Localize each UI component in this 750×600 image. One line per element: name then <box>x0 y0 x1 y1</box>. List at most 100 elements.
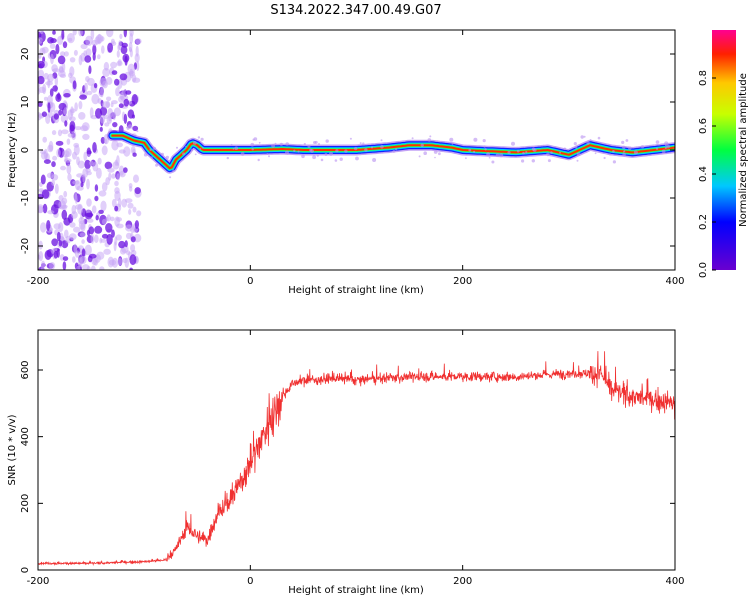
ridge-speck <box>532 148 537 152</box>
noise-blob <box>58 240 63 247</box>
noise-blob <box>125 224 133 232</box>
noise-blob <box>42 203 48 214</box>
noise-blob <box>51 161 56 168</box>
noise-blob <box>79 232 86 238</box>
noise-blob <box>92 142 97 153</box>
noise-blob <box>114 216 120 227</box>
noise-blob <box>82 133 90 140</box>
ridge-speck <box>486 152 490 157</box>
ridge-speck <box>202 147 204 149</box>
noise-blob <box>118 165 125 176</box>
noise-blob <box>104 161 113 170</box>
ridge-speck <box>152 146 156 151</box>
x-tick-label: 200 <box>453 576 472 587</box>
noise-blob <box>74 102 78 112</box>
noise-blob <box>52 85 58 92</box>
noise-blob <box>59 66 64 74</box>
noise-blob <box>97 157 102 165</box>
noise-blob <box>78 100 83 110</box>
noise-blob <box>51 238 59 247</box>
noise-blob <box>93 82 98 89</box>
colorbar-tick-label: 0.0 <box>698 262 709 278</box>
noise-blob <box>87 255 93 263</box>
ridge-speck <box>597 136 601 140</box>
noise-blob <box>113 241 117 252</box>
noise-blob <box>38 101 43 107</box>
ridge-speck <box>491 160 495 164</box>
noise-blob <box>123 167 128 173</box>
noise-blob <box>38 37 43 44</box>
noise-blob <box>119 73 128 81</box>
ridge-speck <box>310 149 314 153</box>
noise-blob <box>124 240 128 248</box>
noise-blob <box>78 30 83 37</box>
ridge-speck <box>160 152 164 156</box>
ridge-speck <box>511 141 515 146</box>
noise-blob <box>103 248 111 255</box>
ridge-speck <box>525 151 528 154</box>
ridge-speck <box>274 142 277 145</box>
y-tick-label: -10 <box>20 190 31 206</box>
noise-blob <box>99 114 106 124</box>
noise-blob <box>57 35 64 46</box>
ridge-speck <box>546 152 550 157</box>
noise-blob <box>101 45 105 54</box>
noise-blob <box>111 100 118 105</box>
noise-blob <box>55 43 60 55</box>
noise-blob <box>90 265 96 270</box>
noise-blob <box>90 233 95 244</box>
noise-blob <box>78 112 86 120</box>
noise-blob <box>100 238 107 243</box>
noise-blob <box>57 129 63 137</box>
noise-blob <box>61 30 65 40</box>
noise-blob <box>38 254 41 260</box>
ridge-speck <box>230 143 233 146</box>
noise-blob <box>116 60 123 67</box>
noise-blob <box>63 190 68 198</box>
noise-blob <box>100 200 107 212</box>
snr-background <box>38 330 675 570</box>
snr-y-axis-title: SNR (10 * v/v) <box>7 414 18 485</box>
ridge-speck <box>143 152 148 157</box>
ridge-speck <box>320 158 324 162</box>
noise-blob <box>81 248 86 257</box>
ridge-speck <box>628 146 632 150</box>
ridge-speck <box>449 137 454 142</box>
noise-blob <box>111 140 119 151</box>
noise-blob <box>73 226 81 233</box>
ridge-speck <box>612 150 615 153</box>
ridge-speck <box>339 157 343 161</box>
noise-blob <box>40 150 47 155</box>
noise-blob <box>83 151 88 162</box>
ridge-speck <box>370 146 374 149</box>
ridge-speck <box>576 152 581 157</box>
noise-blob <box>94 36 101 45</box>
ridge-core <box>111 134 675 170</box>
noise-blob <box>81 239 85 244</box>
noise-blob <box>38 52 42 59</box>
noise-blob <box>112 111 116 121</box>
ridge-speck <box>550 151 553 154</box>
noise-blob <box>111 229 115 238</box>
noise-blob <box>51 179 56 186</box>
noise-blob <box>128 208 132 215</box>
ridge-speck <box>423 151 428 155</box>
x-tick-label: -200 <box>27 576 50 587</box>
noise-blob <box>76 156 80 166</box>
noise-blob <box>54 183 59 194</box>
y-tick-label: 400 <box>20 427 31 446</box>
ridge-speck <box>547 159 551 163</box>
ridge-speck <box>240 152 245 156</box>
noise-blob <box>105 177 110 186</box>
noise-region <box>38 30 142 270</box>
ridge-speck <box>200 137 204 141</box>
colorbar-tick-label: 0.6 <box>698 118 709 134</box>
noise-blob <box>134 220 139 229</box>
ridge-speck <box>488 156 491 159</box>
noise-blob <box>105 223 113 233</box>
spectrogram-panel: -200 0 200 400 -20 -10 0 10 20 Height of straig… <box>7 29 685 296</box>
noise-blob <box>116 50 120 58</box>
noise-blob <box>94 225 103 234</box>
noise-blob <box>128 47 133 53</box>
